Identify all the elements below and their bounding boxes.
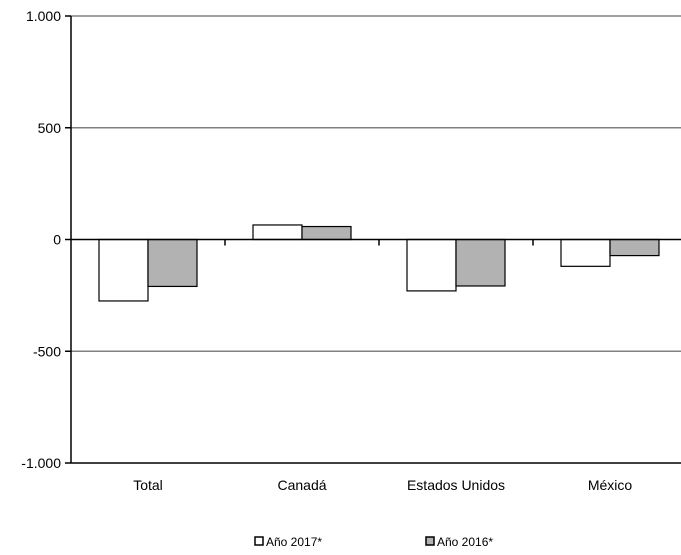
legend-label: Año 2016* [437, 535, 493, 549]
axes [65, 15, 681, 464]
legend-swatch [254, 536, 264, 546]
bar-series2-0 [147, 238, 198, 288]
legend: Año 2017* Año 2016* [254, 535, 493, 549]
legend-swatch [425, 536, 435, 546]
y-tick-label: 1.000 [26, 8, 61, 24]
y-tick-label: 0 [53, 232, 61, 248]
bar-series2-3 [609, 238, 660, 257]
y-tick-label: -500 [33, 343, 61, 359]
bar-series1-3 [560, 238, 611, 267]
category-labels: Total Canadá Estados Unidos México [133, 477, 632, 493]
category-label: México [588, 477, 633, 493]
bar-series2-1 [301, 225, 352, 241]
y-tick-label: -1.000 [21, 455, 61, 471]
bar-series1-0 [98, 238, 149, 302]
y-tick-label: 500 [38, 120, 62, 136]
category-label: Canadá [277, 477, 326, 493]
y-tick-labels: 1.000 500 0 -500 -1.000 [21, 8, 61, 471]
gridlines [71, 15, 681, 352]
bar-series2-2 [455, 238, 506, 287]
category-label: Estados Unidos [407, 477, 505, 493]
bar-series1-2 [406, 238, 457, 292]
category-label: Total [133, 477, 163, 493]
bar-series1-1 [252, 224, 303, 241]
bars [98, 224, 660, 302]
legend-label: Año 2017* [266, 535, 322, 549]
